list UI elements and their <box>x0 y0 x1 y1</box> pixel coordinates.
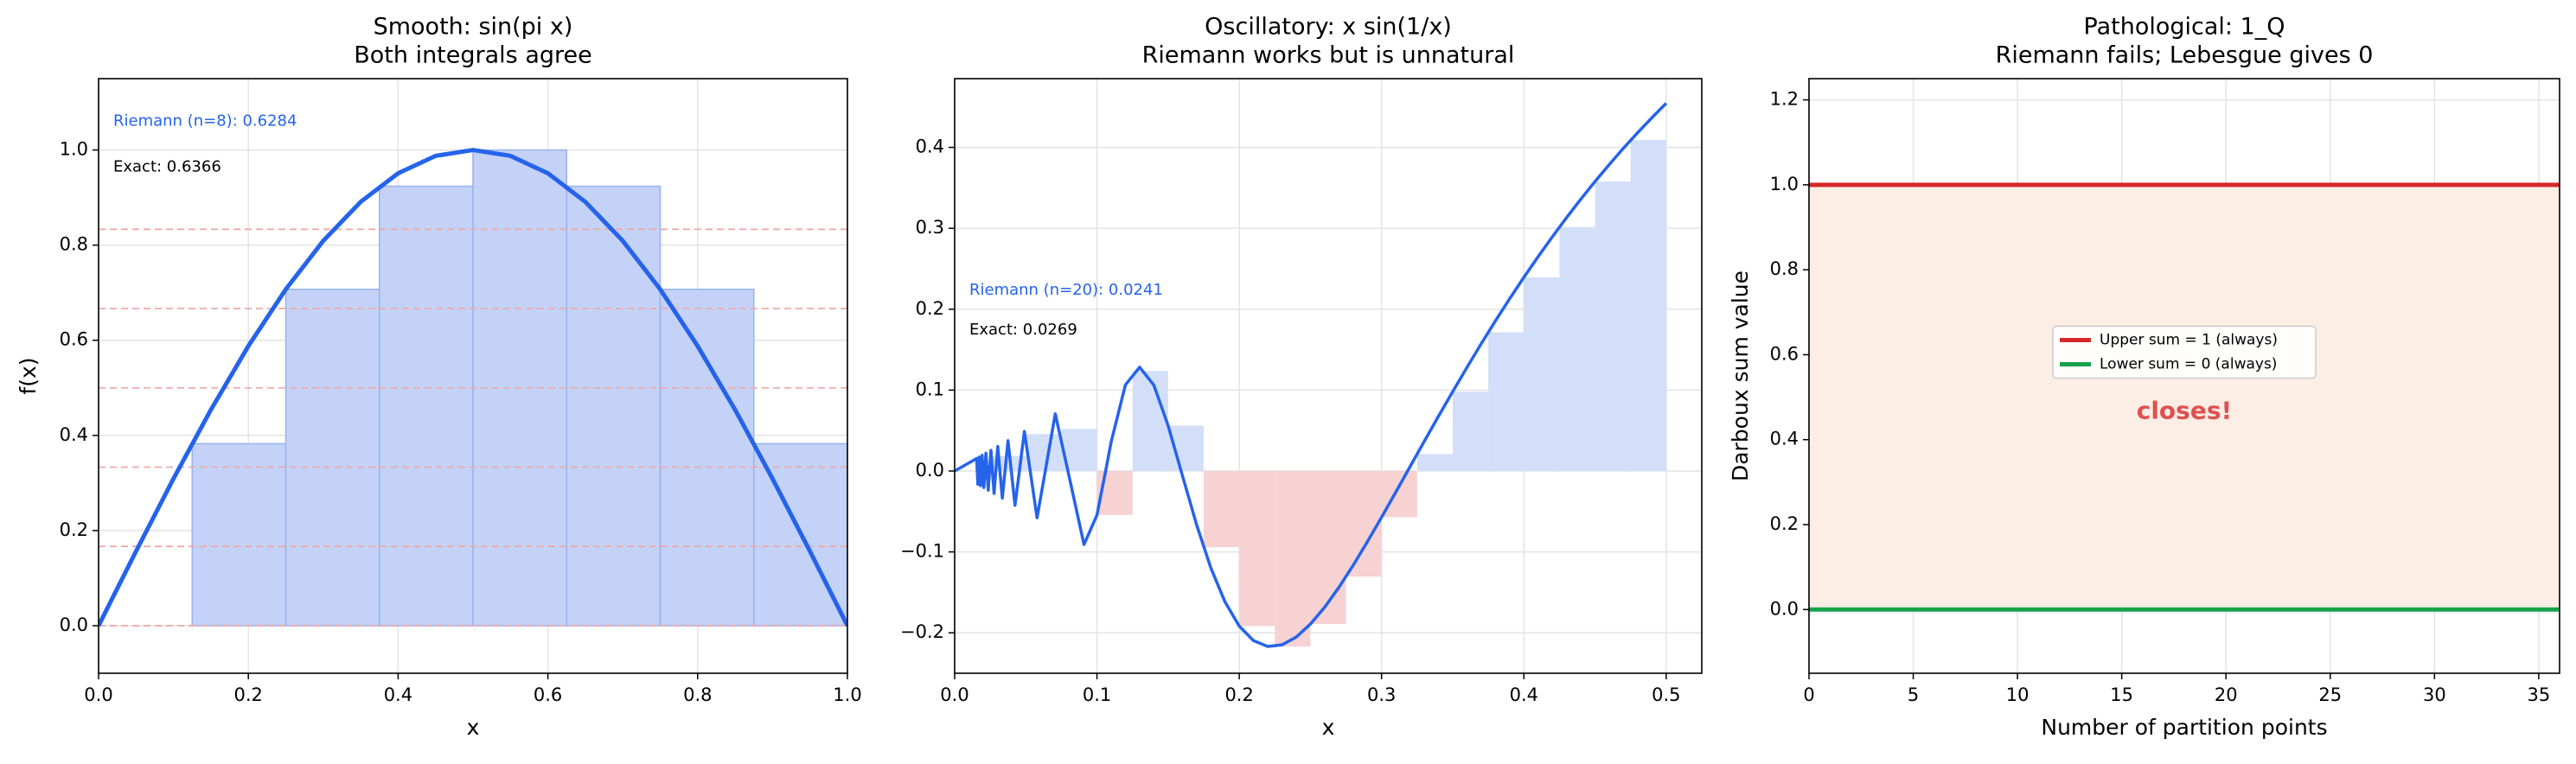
y-tick-label: 0.8 <box>1770 258 1799 279</box>
riemann-bar <box>1346 470 1382 577</box>
x-tick-label: 15 <box>2110 684 2133 705</box>
y-tick-label: 0.4 <box>1770 429 1799 449</box>
x-tick-label: 5 <box>1908 684 1919 705</box>
x-tick-label: 0.0 <box>940 684 968 705</box>
x-tick-label: 0.2 <box>1224 684 1253 705</box>
riemann-bar <box>1204 470 1240 548</box>
x-tick-label: 0.3 <box>1367 684 1396 705</box>
curve <box>955 102 1668 648</box>
plot-area <box>1809 182 2560 612</box>
riemann-bar <box>1132 371 1168 471</box>
annotation: Riemann (n=8): 0.6284 <box>113 112 297 131</box>
annotation: Exact: 0.0269 <box>969 321 1077 339</box>
axes-frame <box>954 78 1703 674</box>
y-tick-label: 1.2 <box>1770 89 1799 110</box>
y-tick-label: 0.8 <box>60 234 88 255</box>
y-tick-label: 0.0 <box>1770 598 1799 619</box>
riemann-bar <box>284 289 380 627</box>
riemann-bar <box>1595 181 1631 471</box>
x-tick-label: 30 <box>2423 684 2446 705</box>
riemann-bar <box>379 185 474 627</box>
curve <box>99 148 847 627</box>
y-tick-label: 0.4 <box>60 424 88 445</box>
riemann-bar <box>191 442 287 627</box>
panel: 0 5 10 15 20 25 30 35 0.0 0.2 0.4 0.6 0.8 1.0 1.2 close… <box>1728 14 2560 740</box>
y-tick-label: 0.3 <box>916 217 944 238</box>
x-tick-label: 0.4 <box>384 684 412 705</box>
riemann-bar <box>1310 470 1346 625</box>
riemann-bar <box>659 289 755 627</box>
riemann-bar <box>566 185 662 627</box>
x-tick-label: 0.4 <box>1510 684 1538 705</box>
x-tick-label: 0.0 <box>84 684 112 705</box>
x-tick-label: 0.6 <box>534 684 562 705</box>
chart-title: Pathological: 1_Q <box>2084 14 2285 41</box>
riemann-bar <box>1026 434 1062 471</box>
x-tick-label: 1.0 <box>833 684 861 705</box>
y-tick-label: 1.0 <box>60 139 88 160</box>
riemann-bar <box>1524 277 1560 471</box>
y-tick-label: −0.2 <box>900 621 944 642</box>
x-tick-label: 0.2 <box>233 684 262 705</box>
x-tick-label: 0.1 <box>1083 684 1111 705</box>
axes-frame <box>98 78 848 674</box>
x-tick-label: 10 <box>2006 684 2029 705</box>
riemann-bar <box>1239 470 1275 627</box>
panel: 0.0 0.2 0.4 0.6 0.8 1.0 0.0 0.2 0.4 0.6 0.8 1.0 Riem… <box>16 14 862 741</box>
chart-subtitle: Riemann fails; Lebesgue gives 0 <box>1996 42 2374 69</box>
y-tick-label: 1.0 <box>1770 174 1799 194</box>
chart-subtitle: Both integrals agree <box>354 42 591 69</box>
y-axis-label: Darboux sum value <box>1728 271 1753 481</box>
chart-title: Smooth: sin(pi x) <box>374 14 573 41</box>
plot-area <box>955 102 1668 648</box>
y-tick-label: 0.4 <box>916 137 944 157</box>
legend-box <box>2052 325 2317 379</box>
riemann-bar <box>1559 226 1595 471</box>
x-axis-label: Number of partition points <box>2041 715 2327 740</box>
riemann-bar <box>1275 470 1311 647</box>
x-axis-label: x <box>1322 715 1335 740</box>
y-tick-label: 0.6 <box>1770 343 1799 364</box>
y-tick-label: 0.2 <box>916 298 944 319</box>
x-tick-label: 0.8 <box>683 684 712 705</box>
y-tick-label: 0.0 <box>60 614 88 635</box>
axes-frame <box>1808 78 2560 674</box>
y-tick-label: 0.0 <box>916 460 944 481</box>
riemann-bar <box>1630 140 1666 471</box>
x-tick-label: 0.5 <box>1652 684 1680 705</box>
y-tick-label: 0.1 <box>916 379 944 399</box>
legend-label: Upper sum = 1 (always) <box>2100 331 2278 348</box>
y-tick-label: 0.6 <box>60 329 88 350</box>
annotation: closes! <box>2137 396 2233 424</box>
riemann-bar <box>1453 392 1489 471</box>
chart-title: Oscillatory: x sin(1/x) <box>1205 14 1452 41</box>
x-tick-label: 25 <box>2318 684 2342 705</box>
x-tick-label: 0 <box>1803 684 1814 705</box>
annotation: Exact: 0.6366 <box>113 158 221 176</box>
x-tick-label: 35 <box>2528 684 2551 705</box>
riemann-bar <box>1488 332 1525 471</box>
x-tick-label: 20 <box>2215 684 2238 705</box>
x-axis-label: x <box>467 715 480 740</box>
legend-label: Lower sum = 0 (always) <box>2100 355 2277 372</box>
annotation: Riemann (n=20): 0.0241 <box>969 281 1163 299</box>
legend: Upper sum = 1 (always) Lower sum = 0 (alw… <box>2052 325 2317 379</box>
y-tick-label: 0.2 <box>1770 513 1799 534</box>
y-tick-label: −0.1 <box>900 541 944 562</box>
plot-area <box>99 148 847 627</box>
gap-band <box>1809 184 2560 610</box>
riemann-bar <box>1416 454 1453 471</box>
y-tick-label: 0.2 <box>60 519 88 540</box>
y-axis-label: f(x) <box>16 357 41 394</box>
panel: 0.0 0.1 0.2 0.3 0.4 0.5 −0.2 −0.1 0.0 0.1 0.2 0.3 0.… <box>900 14 1703 740</box>
chart-subtitle: Riemann works but is unnatural <box>1142 42 1515 69</box>
